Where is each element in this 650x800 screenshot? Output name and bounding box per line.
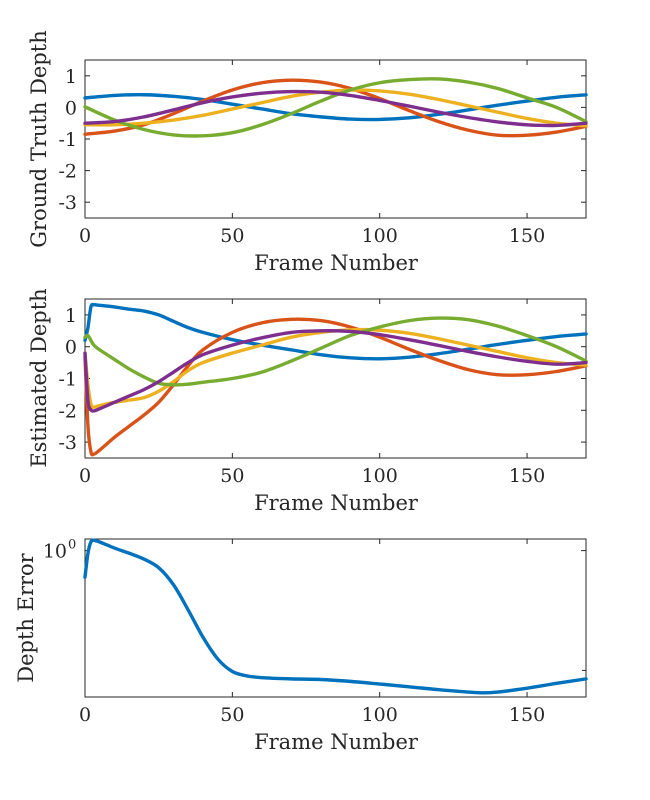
estimated-ytick-label: 1 [65, 305, 77, 327]
ground-truth-ytick-label: 1 [65, 66, 77, 88]
error-x-label: Frame Number [254, 730, 419, 754]
estimated-series-blue [83, 302, 588, 361]
ground-truth-ytick-label: -2 [58, 161, 77, 183]
error-xtick-label: 50 [220, 704, 244, 726]
estimated-x-label: Frame Number [254, 491, 419, 515]
ground-truth-xtick-label: 150 [509, 225, 545, 247]
ground-truth-series-red [83, 78, 588, 138]
error-xtick-label: 150 [509, 704, 545, 726]
estimated-series-green [83, 316, 588, 387]
estimated-y-label: Estimated Depth [27, 288, 51, 467]
ground-truth-series-purple [83, 89, 588, 128]
ground-truth-ytick-label: -1 [58, 129, 77, 151]
error-xtick-label: 100 [362, 704, 398, 726]
estimated-xtick-label: 0 [79, 465, 91, 487]
error-y-label: Depth Error [14, 552, 38, 682]
error-series-blue [83, 538, 588, 695]
ground-truth-ytick-label: -3 [58, 192, 77, 214]
estimated-ytick-label: -2 [58, 400, 77, 422]
ground-truth-xtick-label: 0 [79, 225, 91, 247]
ground-truth-ytick-label: 0 [65, 97, 77, 119]
ground-truth-series-blue [83, 93, 588, 122]
ground-truth-series [83, 77, 588, 138]
estimated-ticks: 0 50 100 150 1 0 -1 -2 -3 [58, 299, 586, 487]
ground-truth-series-yellow [83, 88, 588, 128]
error-series [83, 538, 588, 695]
error-xtick-label: 0 [79, 704, 91, 726]
ground-truth-y-label: Ground Truth Depth [27, 30, 51, 248]
estimated-ytick-label: 0 [65, 337, 77, 359]
estimated-series-red [83, 317, 588, 457]
ground-truth-series-green [83, 77, 588, 138]
estimated-ytick-label: -1 [58, 369, 77, 391]
error-plot-area [84, 538, 587, 698]
ground-truth-xtick-label: 100 [362, 225, 398, 247]
error-ytick-label: 10 [43, 541, 67, 563]
ground-truth-xtick-label: 50 [220, 225, 244, 247]
estimated-xtick-label: 150 [509, 465, 545, 487]
estimated-series-yellow [83, 327, 588, 409]
estimated-xtick-label: 50 [220, 465, 244, 487]
estimated-series [83, 302, 588, 457]
ground-truth-ticks: 0 50 100 150 1 0 -1 -2 -3 [58, 60, 586, 247]
ground-truth-x-label: Frame Number [254, 251, 419, 275]
estimated-depth-panel: 0 50 100 150 1 0 -1 -2 -3 Frame Number Estimated… [27, 288, 588, 515]
ground-truth-depth-panel: 0 50 100 150 1 0 -1 -2 -3 Frame Number Ground Tr… [27, 30, 588, 275]
estimated-ytick-label: -3 [58, 432, 77, 454]
error-ytick-exponent: 0 [68, 538, 76, 553]
estimated-xtick-label: 100 [362, 465, 398, 487]
estimated-series-purple [83, 329, 588, 413]
